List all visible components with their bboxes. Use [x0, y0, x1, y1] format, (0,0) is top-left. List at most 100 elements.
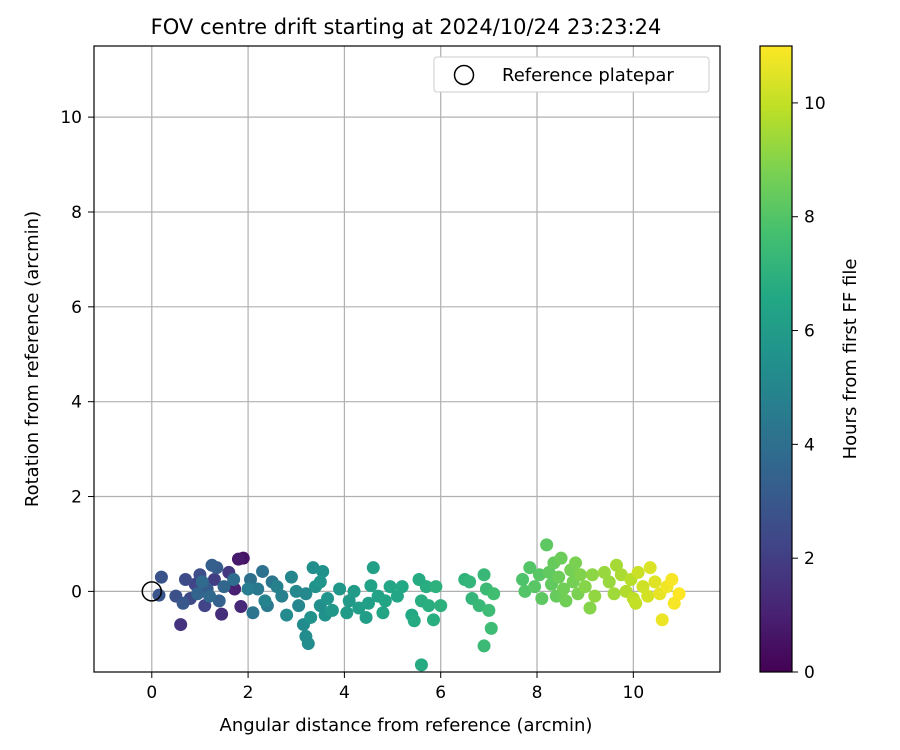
scatter-point	[313, 575, 327, 589]
scatter-point	[241, 582, 255, 596]
colorbar-tick-label: 6	[804, 322, 815, 342]
scatter-point	[585, 568, 599, 582]
grid	[94, 46, 720, 672]
legend-entry: Reference platepar	[502, 65, 674, 86]
colorbar-tick-label: 2	[804, 549, 815, 569]
scatter-point	[523, 561, 537, 575]
x-tick-label: 6	[435, 683, 446, 703]
scatter-point	[284, 570, 298, 584]
scatter-point	[557, 582, 570, 596]
scatter-point	[477, 568, 491, 582]
scatter-point	[321, 591, 335, 605]
scatter-point	[258, 594, 272, 608]
scatter-point	[665, 573, 679, 587]
colorbar-ticks: 0 2 4 6 8 10	[792, 94, 826, 683]
scatter-point	[215, 607, 229, 621]
scatter-point	[540, 538, 554, 552]
scatter-point	[477, 639, 491, 653]
scatter-point	[234, 600, 248, 614]
scatter-point	[154, 570, 168, 584]
x-tick-label: 10	[623, 683, 645, 703]
x-axis-ticks: 0 2 4 6 8 10	[146, 672, 644, 703]
plot-area	[93, 45, 721, 673]
scatter-point	[174, 618, 188, 632]
scatter-point	[629, 596, 643, 610]
reference-marker	[141, 581, 163, 602]
scatter-point	[395, 580, 409, 594]
scatter-point	[325, 603, 339, 617]
scatter-point	[434, 599, 448, 613]
scatter-point	[569, 556, 583, 570]
scatter-point	[407, 614, 421, 628]
scatter-point	[301, 637, 315, 651]
scatter-point	[552, 570, 566, 584]
scatter-point	[227, 573, 241, 587]
scatter-points	[152, 538, 686, 672]
scatter-point	[614, 568, 628, 582]
scatter-point	[176, 596, 190, 610]
scatter-point	[419, 580, 433, 594]
colorbar-tick-label: 8	[804, 208, 815, 228]
x-axis-label: Angular distance from reference (arcmin)	[220, 715, 593, 736]
scatter-point	[648, 575, 662, 589]
x-tick-label: 4	[339, 683, 350, 703]
scatter-point	[195, 575, 209, 589]
scatter-point	[347, 584, 361, 598]
scatter-point	[516, 573, 530, 587]
scatter-point	[289, 584, 303, 598]
scatter-point	[631, 565, 645, 579]
y-tick-label: 10	[60, 108, 82, 128]
reference-platepar-point	[141, 581, 163, 602]
scatter-point	[228, 582, 242, 596]
y-axis-ticks: 0 2 4 6 8 10	[60, 108, 94, 602]
colorbar-label: Hours from first FF file	[840, 259, 861, 460]
scatter-point	[414, 658, 428, 672]
colorbar-tick-label: 4	[804, 435, 815, 455]
scatter-point	[528, 580, 542, 594]
scatter-point	[643, 561, 657, 575]
legend-marker	[453, 64, 475, 86]
scatter-point	[554, 551, 568, 565]
scatter-point	[292, 599, 306, 613]
chart-title: FOV centre drift starting at 2024/10/24 …	[151, 15, 662, 39]
scatter-point	[256, 564, 270, 578]
scatter-point	[484, 621, 498, 635]
scatter-point	[251, 582, 265, 596]
scatter-point	[588, 589, 602, 603]
x-tick-label: 8	[532, 683, 543, 703]
scatter-point	[280, 608, 294, 622]
y-tick-label: 2	[71, 488, 82, 508]
scatter-point	[578, 580, 592, 594]
colorbar-tick-label: 0	[804, 663, 815, 683]
scatter-point	[205, 558, 219, 572]
scatter-point	[426, 613, 440, 627]
scatter-point	[304, 610, 318, 624]
colorbar-tick-label: 10	[804, 94, 826, 114]
scatter-point	[472, 599, 486, 613]
colorbar: 0 2 4 6 8 10 Hours from first FF file	[759, 45, 861, 683]
x-tick-label: 0	[146, 683, 157, 703]
scatter-point	[602, 575, 616, 589]
scatter-point	[429, 580, 443, 594]
scatter-point	[316, 564, 330, 578]
scatter-point	[178, 573, 192, 587]
scatter-point	[246, 606, 260, 620]
scatter-point	[352, 601, 366, 615]
scatter-point	[152, 588, 166, 602]
colorbar-gradient	[759, 45, 793, 673]
scatter-point	[340, 606, 354, 620]
scatter-point	[376, 606, 390, 620]
scatter-point	[212, 594, 226, 608]
scatter-point	[573, 568, 587, 582]
scatter-point	[333, 582, 347, 596]
scatter-point	[641, 589, 655, 603]
scatter-point	[535, 591, 549, 605]
scatter-point	[559, 594, 573, 608]
y-tick-label: 6	[71, 298, 82, 318]
y-axis-label: Rotation from reference (arcmin)	[22, 211, 43, 507]
scatter-point	[207, 573, 221, 587]
legend-box	[433, 56, 710, 93]
scatter-point	[364, 579, 378, 593]
scatter-point	[655, 613, 669, 627]
scatter-point	[359, 610, 373, 624]
